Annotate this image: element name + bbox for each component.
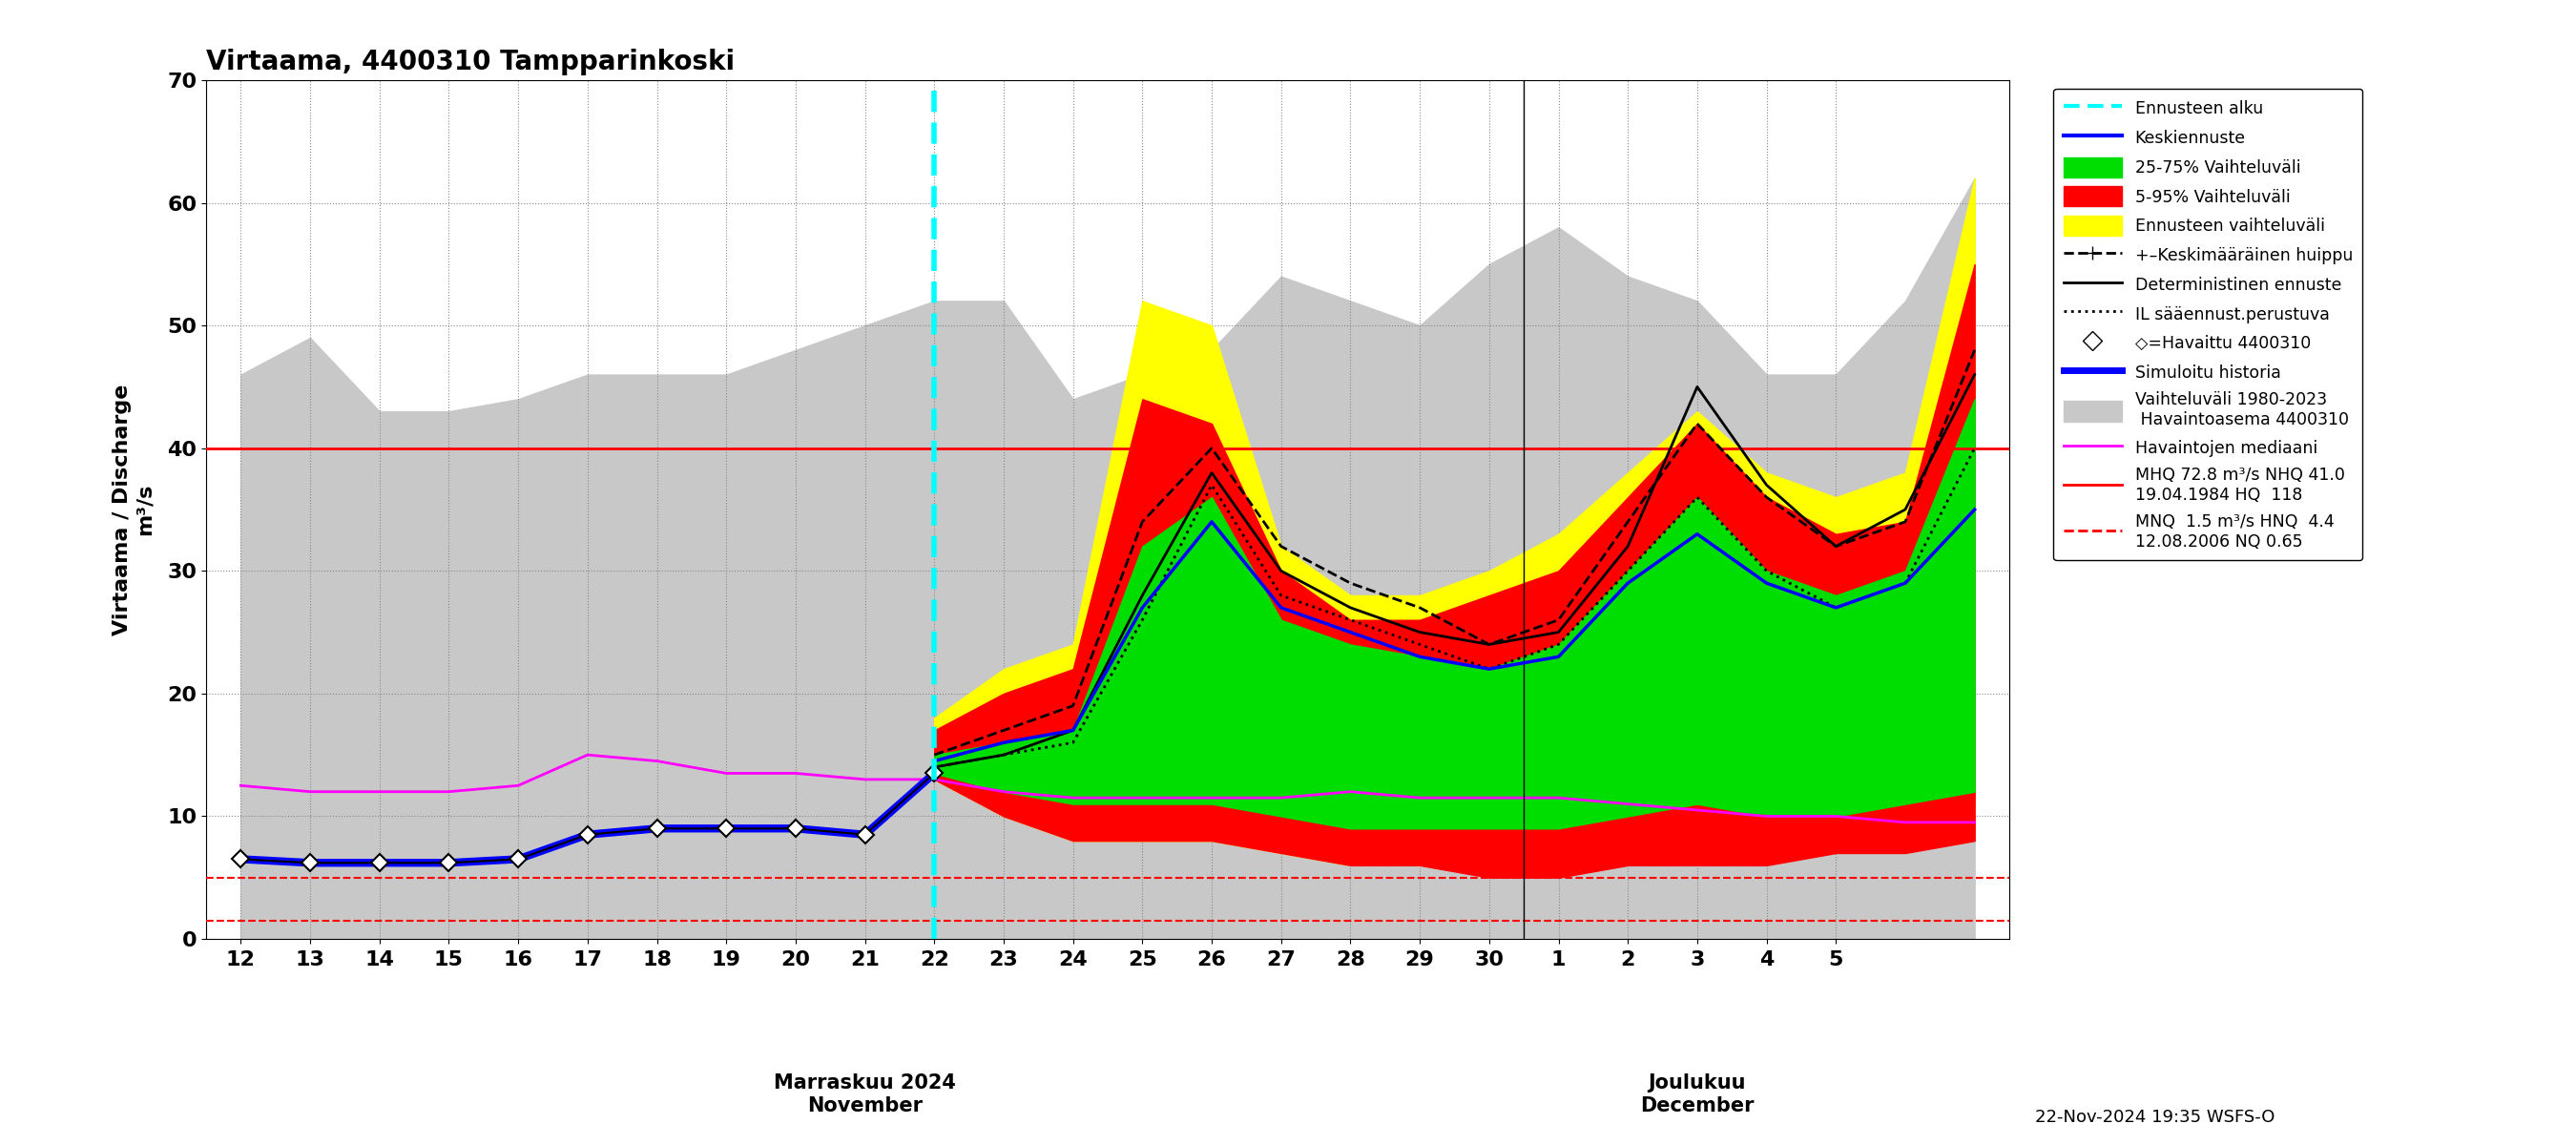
- Text: Virtaama, 4400310 Tampparinkoski: Virtaama, 4400310 Tampparinkoski: [206, 48, 734, 76]
- Text: 22-Nov-2024 19:35 WSFS-O: 22-Nov-2024 19:35 WSFS-O: [2035, 1108, 2275, 1126]
- Text: Joulukuu
December: Joulukuu December: [1641, 1074, 1754, 1115]
- Text: Marraskuu 2024
November: Marraskuu 2024 November: [773, 1074, 956, 1115]
- Legend: Ennusteen alku, Keskiennuste, 25-75% Vaihteluväli, 5-95% Vaihteluväli, Ennusteen: Ennusteen alku, Keskiennuste, 25-75% Vai…: [2053, 88, 2362, 560]
- Y-axis label: Virtaama / Discharge
m³/s: Virtaama / Discharge m³/s: [113, 384, 155, 635]
